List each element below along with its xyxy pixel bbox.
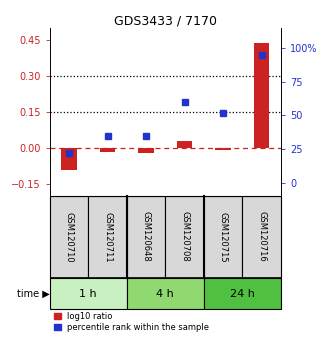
Bar [204,196,242,278]
Bar [215,148,231,150]
Text: GSM120716: GSM120716 [257,211,266,262]
Bar [242,196,281,278]
Bar [138,148,154,153]
Text: 1 h: 1 h [80,289,97,299]
Bar [50,278,127,309]
Bar [100,148,115,152]
Bar [204,278,281,309]
Legend: log10 ratio, percentile rank within the sample: log10 ratio, percentile rank within the … [54,312,209,332]
Title: GDS3433 / 7170: GDS3433 / 7170 [114,14,217,27]
Bar [127,278,204,309]
Bar [127,196,165,278]
Text: 4 h: 4 h [156,289,174,299]
Text: GSM120708: GSM120708 [180,211,189,262]
Text: 24 h: 24 h [230,289,255,299]
Text: GSM120711: GSM120711 [103,212,112,262]
Bar [88,196,127,278]
Bar [50,196,88,278]
Bar [254,43,269,148]
Bar [177,141,192,148]
Text: GSM120710: GSM120710 [65,212,74,262]
Text: GSM120648: GSM120648 [142,211,151,262]
Text: time ▶: time ▶ [17,289,50,299]
Bar [61,148,77,170]
Text: GSM120715: GSM120715 [219,212,228,262]
Bar [165,196,204,278]
